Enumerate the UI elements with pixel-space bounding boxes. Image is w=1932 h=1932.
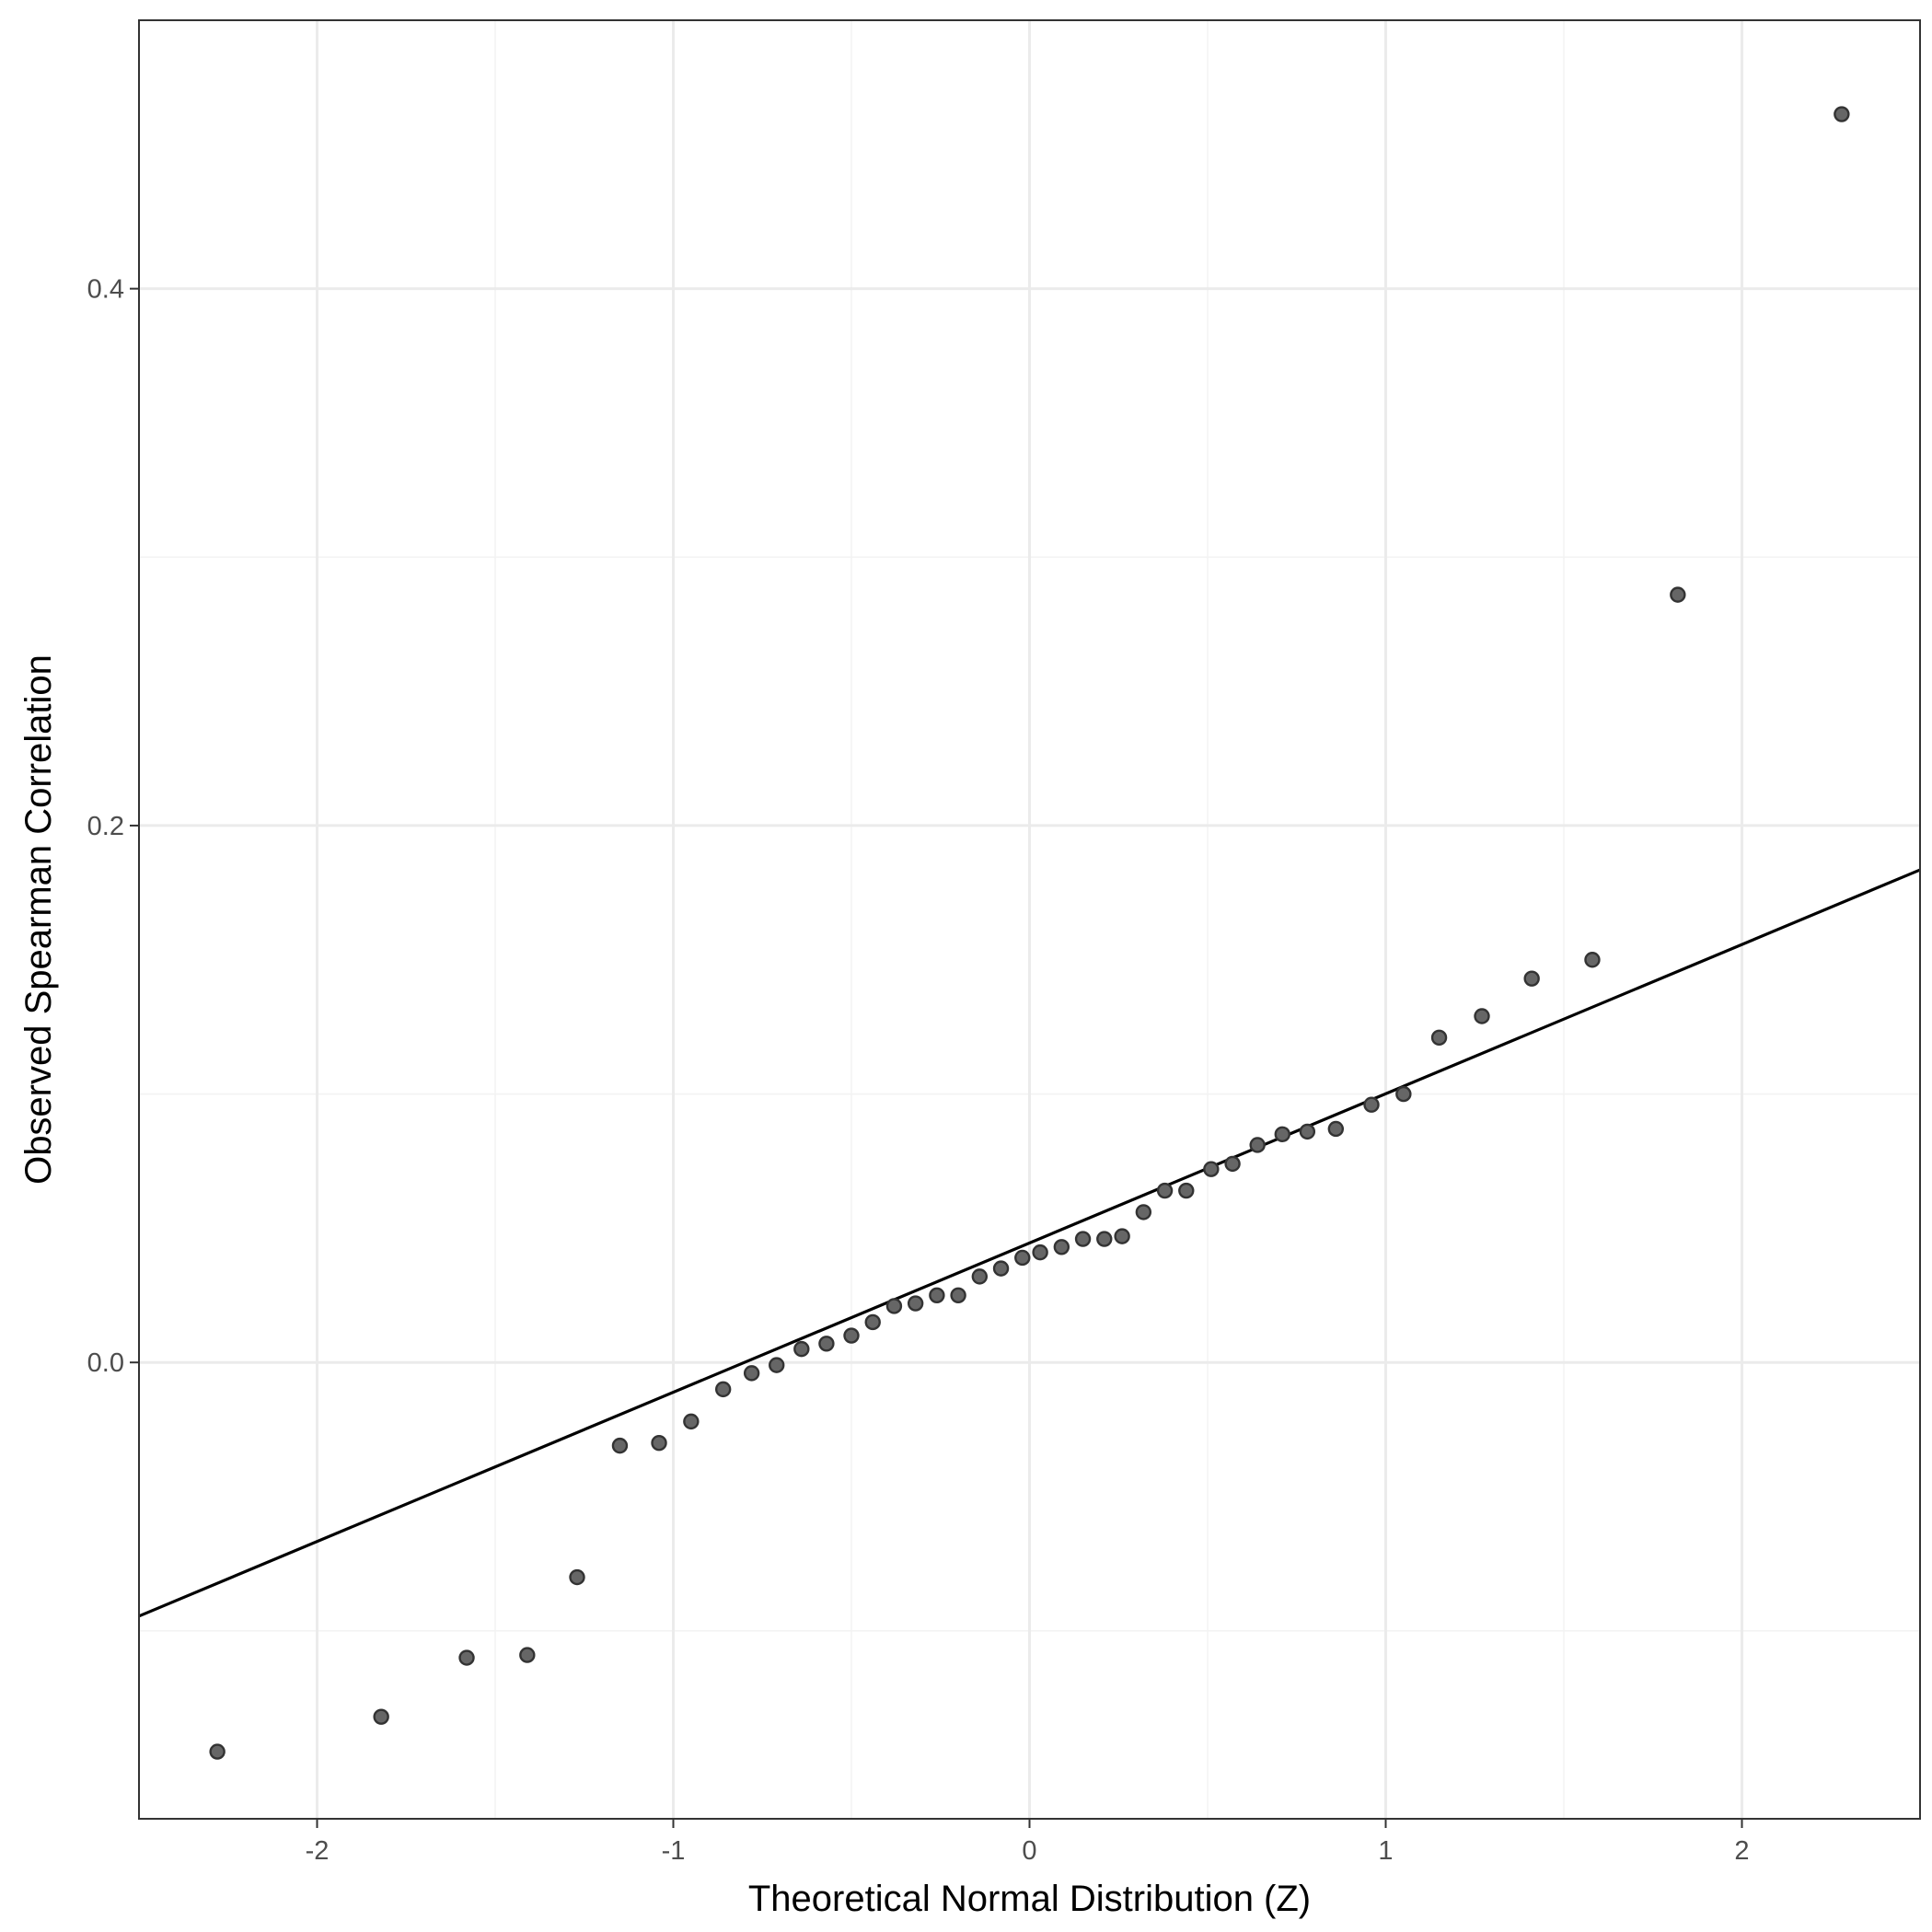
- major-gridlines: [139, 20, 1920, 1819]
- data-point: [611, 1437, 629, 1454]
- data-point: [651, 1435, 667, 1452]
- data-point: [843, 1327, 860, 1344]
- data-point: [1670, 586, 1686, 603]
- data-point: [1203, 1161, 1220, 1177]
- data-point: [929, 1287, 945, 1303]
- data-point: [1299, 1123, 1316, 1140]
- data-point: [1074, 1231, 1092, 1247]
- data-point: [971, 1268, 989, 1285]
- data-point: [1395, 1085, 1412, 1103]
- data-points: [209, 106, 1850, 1760]
- x-tick-label: -1: [662, 1836, 686, 1866]
- x-tick-label: 2: [1734, 1836, 1749, 1866]
- data-point: [992, 1260, 1010, 1277]
- data-point: [1114, 1228, 1130, 1244]
- data-point: [1274, 1126, 1290, 1143]
- data-point: [793, 1340, 810, 1358]
- data-point: [1327, 1120, 1345, 1138]
- data-point: [1249, 1137, 1266, 1153]
- data-point: [373, 1708, 389, 1725]
- data-point: [1178, 1182, 1195, 1199]
- data-point: [683, 1413, 700, 1430]
- y-tick-label: 0.4: [87, 275, 124, 305]
- axis-ticks: -2 -1 0 1 2 0.0 0.2 0.4: [87, 275, 1750, 1866]
- data-point: [1224, 1155, 1241, 1173]
- x-tick-label: 0: [1022, 1836, 1036, 1866]
- y-tick-label: 0.0: [87, 1348, 124, 1378]
- x-axis-title: Theoretical Normal Distribution (Z): [748, 1879, 1311, 1919]
- data-point: [458, 1649, 475, 1666]
- data-point: [209, 1743, 226, 1760]
- data-point: [1032, 1244, 1048, 1261]
- data-point: [1363, 1096, 1380, 1113]
- data-point: [1135, 1204, 1152, 1221]
- x-tick-label: -2: [306, 1836, 330, 1866]
- data-point: [569, 1568, 585, 1586]
- data-point: [714, 1381, 732, 1398]
- data-point: [907, 1295, 924, 1312]
- data-point: [1834, 106, 1850, 122]
- data-point: [1014, 1249, 1031, 1267]
- reference-line-layer: [138, 868, 1921, 1618]
- data-point: [1156, 1182, 1174, 1199]
- data-point: [769, 1357, 785, 1373]
- reference-line: [138, 868, 1921, 1618]
- data-point: [1523, 970, 1540, 987]
- data-point: [885, 1298, 903, 1314]
- data-point: [818, 1336, 835, 1352]
- data-point: [743, 1365, 760, 1382]
- data-point: [1474, 1008, 1490, 1024]
- y-axis-title: Observed Spearman Correlation: [18, 654, 59, 1185]
- data-point: [1584, 952, 1601, 968]
- data-point: [1096, 1231, 1113, 1247]
- data-point: [864, 1313, 881, 1331]
- data-point: [519, 1647, 536, 1663]
- data-point: [950, 1287, 966, 1303]
- x-tick-label: 1: [1378, 1836, 1393, 1866]
- data-point: [1430, 1029, 1448, 1047]
- data-point: [1053, 1239, 1070, 1255]
- y-tick-label: 0.2: [87, 812, 124, 841]
